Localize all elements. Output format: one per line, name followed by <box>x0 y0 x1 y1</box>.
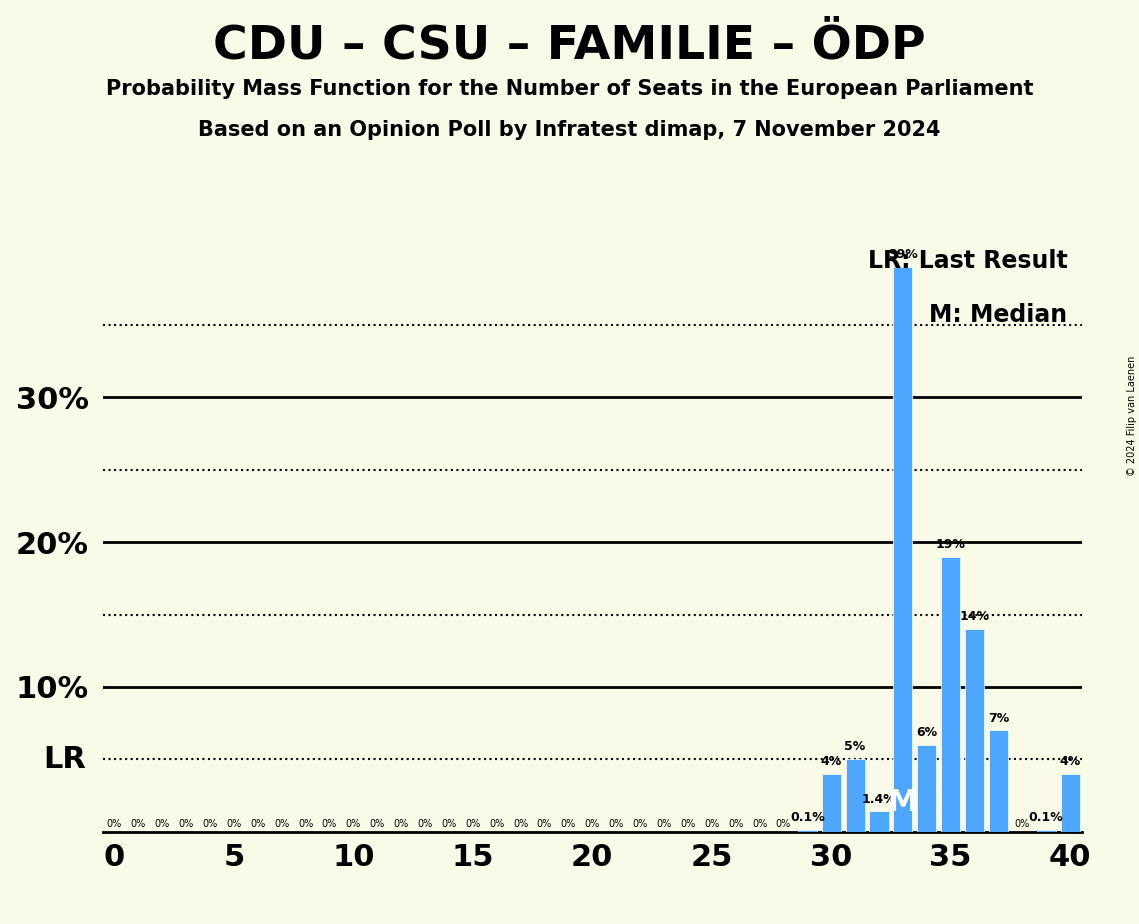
Text: 0%: 0% <box>608 819 624 829</box>
Text: 0%: 0% <box>441 819 457 829</box>
Text: 0.1%: 0.1% <box>790 811 825 824</box>
Text: 0%: 0% <box>155 819 170 829</box>
Text: 0%: 0% <box>346 819 361 829</box>
Text: 0%: 0% <box>179 819 194 829</box>
Text: 0%: 0% <box>776 819 790 829</box>
Text: 0%: 0% <box>251 819 265 829</box>
Text: 0%: 0% <box>370 819 385 829</box>
Bar <box>1060 773 1080 832</box>
Bar <box>965 629 984 832</box>
Text: 0%: 0% <box>584 819 600 829</box>
Text: 39%: 39% <box>888 249 918 261</box>
Text: 0%: 0% <box>752 819 768 829</box>
Text: 0.1%: 0.1% <box>1029 811 1064 824</box>
Text: CDU – CSU – FAMILIE – ÖDP: CDU – CSU – FAMILIE – ÖDP <box>213 23 926 68</box>
Bar <box>821 773 841 832</box>
Text: 5%: 5% <box>844 740 866 753</box>
Text: 0%: 0% <box>1015 819 1030 829</box>
Text: 0%: 0% <box>680 819 696 829</box>
Text: M: M <box>887 788 918 817</box>
Text: 0%: 0% <box>489 819 505 829</box>
Text: LR: Last Result: LR: Last Result <box>868 249 1067 273</box>
Text: M: Median: M: Median <box>929 303 1067 327</box>
Text: 0%: 0% <box>274 819 289 829</box>
Text: 14%: 14% <box>959 610 990 623</box>
Text: 1.4%: 1.4% <box>861 793 896 806</box>
Text: © 2024 Filip van Laenen: © 2024 Filip van Laenen <box>1126 356 1137 476</box>
Bar <box>941 556 960 832</box>
Text: 0%: 0% <box>394 819 409 829</box>
Text: 4%: 4% <box>1059 755 1081 768</box>
Text: 0%: 0% <box>728 819 744 829</box>
Text: 0%: 0% <box>107 819 122 829</box>
Text: 0%: 0% <box>465 819 481 829</box>
Text: 0%: 0% <box>298 819 313 829</box>
Bar <box>1036 830 1056 832</box>
Text: LR: LR <box>43 745 85 773</box>
Text: 0%: 0% <box>560 819 576 829</box>
Text: Probability Mass Function for the Number of Seats in the European Parliament: Probability Mass Function for the Number… <box>106 79 1033 99</box>
Text: 4%: 4% <box>820 755 842 768</box>
Text: 0%: 0% <box>322 819 337 829</box>
Text: 0%: 0% <box>131 819 146 829</box>
Text: 0%: 0% <box>417 819 433 829</box>
Text: 0%: 0% <box>656 819 672 829</box>
Bar <box>869 811 888 832</box>
Text: 0%: 0% <box>227 819 241 829</box>
Bar <box>989 730 1008 832</box>
Text: 0%: 0% <box>513 819 528 829</box>
Bar <box>797 830 817 832</box>
Text: 0%: 0% <box>704 819 720 829</box>
Bar <box>917 745 936 832</box>
Text: 19%: 19% <box>936 538 966 551</box>
Text: 7%: 7% <box>988 711 1009 724</box>
Text: 6%: 6% <box>916 726 937 739</box>
Bar <box>893 267 912 832</box>
Text: Based on an Opinion Poll by Infratest dimap, 7 November 2024: Based on an Opinion Poll by Infratest di… <box>198 120 941 140</box>
Text: 0%: 0% <box>536 819 552 829</box>
Text: 0%: 0% <box>203 819 218 829</box>
Text: 0%: 0% <box>632 819 648 829</box>
Bar <box>845 760 865 832</box>
